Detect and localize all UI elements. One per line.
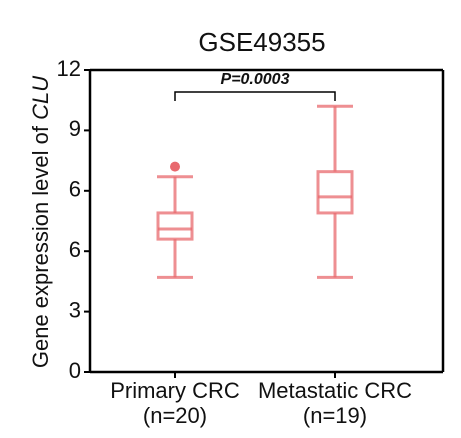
group-size: (n=20) [143, 403, 207, 428]
y-tick-label: 9 [69, 116, 81, 141]
y-axis-label: Gene expression level of CLU [28, 76, 53, 368]
x-tick-label: Metastatic CRC [258, 378, 412, 403]
significance-bracket [174, 91, 336, 101]
y-tick-label: 3 [69, 297, 81, 322]
box [156, 211, 194, 241]
y-tick-label: 12 [57, 56, 81, 81]
box [316, 170, 354, 215]
outlier [170, 161, 180, 172]
y-tick-label: 6 [69, 237, 81, 262]
x-tick-label: Primary CRC [110, 378, 240, 403]
group-size: (n=19) [303, 403, 367, 428]
p-value: P=0.0003 [221, 71, 290, 88]
y-axis-label-text: Gene expression level of [28, 120, 53, 368]
y-tick-label: 0 [69, 358, 81, 383]
chart-title: GSE49355 [198, 27, 325, 57]
y-tick-label: 6 [69, 177, 81, 202]
y-axis-label-gene: CLU [28, 76, 53, 120]
